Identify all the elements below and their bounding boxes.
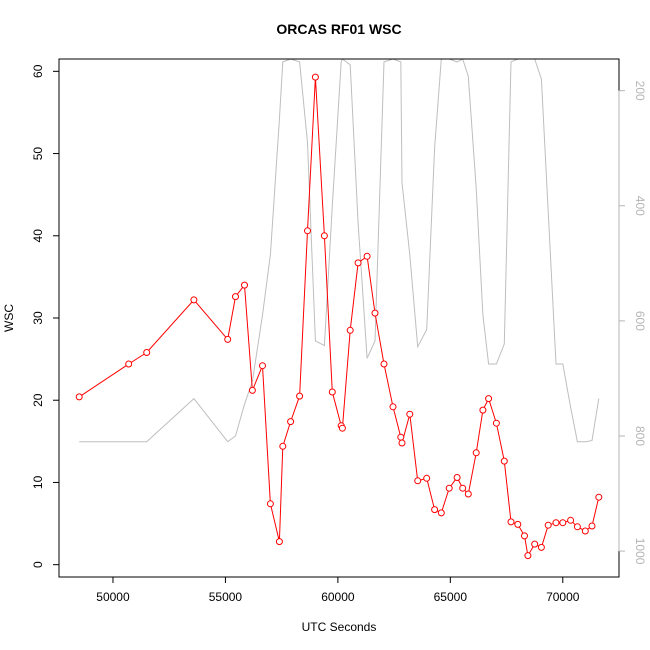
series-gray bbox=[79, 59, 600, 443]
data-point bbox=[423, 474, 431, 482]
right-tick-label: 400 bbox=[633, 196, 647, 216]
data-point bbox=[595, 493, 603, 501]
data-point bbox=[531, 540, 539, 548]
data-point bbox=[190, 296, 198, 304]
data-point bbox=[328, 388, 336, 396]
data-point bbox=[524, 552, 532, 560]
right-tick-label: 600 bbox=[633, 311, 647, 331]
y-tick-label: 60 bbox=[31, 64, 45, 78]
data-point bbox=[500, 457, 508, 465]
x-axis: 50000 55000 60000 65000 70000 bbox=[96, 577, 580, 604]
gray-series-line bbox=[79, 59, 600, 443]
data-point bbox=[521, 532, 528, 540]
data-point bbox=[296, 392, 304, 400]
y-tick-label: 10 bbox=[31, 475, 45, 489]
data-point bbox=[397, 433, 405, 441]
data-point bbox=[514, 520, 522, 528]
x-tick-label: 55000 bbox=[209, 590, 243, 604]
x-tick-label: 50000 bbox=[96, 590, 130, 604]
data-point bbox=[445, 484, 453, 492]
series-red bbox=[75, 73, 603, 560]
data-point bbox=[544, 521, 552, 529]
data-point bbox=[437, 509, 445, 517]
red-series-line bbox=[78, 77, 600, 558]
data-point bbox=[431, 506, 439, 514]
data-point bbox=[320, 232, 328, 240]
data-point bbox=[472, 449, 480, 457]
data-point bbox=[279, 442, 287, 450]
x-tick-label: 60000 bbox=[321, 590, 355, 604]
data-point bbox=[363, 252, 371, 260]
data-point bbox=[143, 349, 151, 356]
y-tick-label: 20 bbox=[31, 393, 45, 407]
y-axis: 0 10 20 30 40 50 60 bbox=[31, 64, 59, 568]
right-y-axis: 200 400 600 800 1000 bbox=[618, 81, 647, 565]
data-point bbox=[266, 500, 274, 508]
data-point bbox=[559, 519, 567, 527]
y-tick-label: 40 bbox=[31, 229, 45, 243]
data-point bbox=[414, 477, 422, 485]
data-point bbox=[259, 362, 266, 370]
data-point bbox=[248, 386, 256, 394]
x-tick-label: 65000 bbox=[434, 590, 468, 604]
data-point bbox=[241, 281, 248, 289]
x-axis-label: UTC Seconds bbox=[302, 620, 377, 634]
data-point bbox=[232, 293, 239, 301]
data-point bbox=[552, 519, 560, 527]
y-tick-label: 0 bbox=[31, 561, 45, 568]
data-point bbox=[275, 538, 283, 546]
data-point bbox=[389, 403, 397, 411]
right-tick-label: 1000 bbox=[633, 538, 647, 565]
right-tick-label: 800 bbox=[633, 426, 647, 446]
y-tick-label: 50 bbox=[31, 147, 45, 161]
data-point bbox=[371, 309, 379, 317]
data-point bbox=[573, 523, 581, 531]
x-tick-label: 70000 bbox=[546, 590, 580, 604]
y-tick-label: 30 bbox=[31, 311, 45, 325]
data-point bbox=[398, 439, 406, 447]
data-point bbox=[338, 424, 346, 432]
data-point bbox=[464, 490, 472, 498]
data-point bbox=[311, 73, 319, 81]
data-point bbox=[224, 335, 232, 343]
data-point bbox=[492, 419, 500, 427]
data-point bbox=[485, 395, 493, 403]
data-point bbox=[581, 527, 589, 535]
data-point bbox=[453, 474, 461, 481]
data-point bbox=[75, 393, 83, 401]
right-tick-label: 200 bbox=[633, 81, 647, 101]
data-point bbox=[507, 518, 515, 526]
data-point bbox=[354, 259, 362, 267]
data-point bbox=[346, 326, 354, 334]
data-point bbox=[287, 418, 295, 426]
data-point bbox=[588, 522, 596, 530]
chart-title: ORCAS RF01 WSC bbox=[276, 21, 401, 37]
data-point bbox=[406, 410, 414, 418]
data-point bbox=[537, 543, 545, 551]
data-point bbox=[479, 406, 487, 414]
data-point bbox=[304, 227, 311, 235]
data-point bbox=[125, 360, 133, 368]
data-point bbox=[459, 484, 467, 492]
y-axis-label: WSC bbox=[2, 304, 16, 332]
data-point bbox=[567, 516, 575, 524]
data-point bbox=[380, 360, 388, 368]
plot-frame bbox=[58, 58, 620, 578]
